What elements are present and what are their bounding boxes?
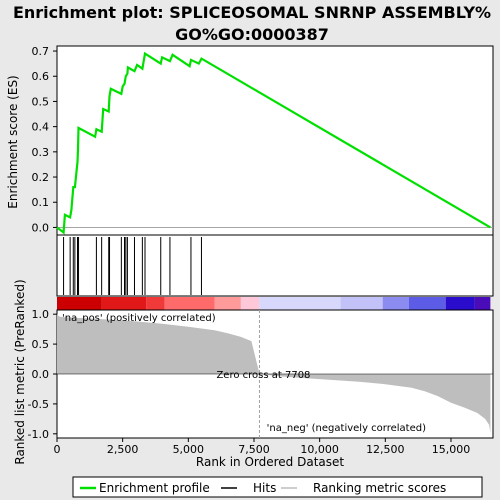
legend-hits-label: Hits <box>253 481 276 495</box>
x-tick-label: 2,500 <box>107 443 139 456</box>
legend-box <box>72 476 483 498</box>
hit-markers <box>63 237 202 295</box>
metric-y-label: Ranked list metric (PreRanked) <box>13 279 27 464</box>
zero-cross-label: Zero cross at 7708 <box>216 370 310 381</box>
colorbar-segment <box>240 297 260 310</box>
es-y-tick-label: 0.7 <box>32 45 50 58</box>
es-y-axis: 0.0 0.1 0.2 0.3 0.4 0.5 0.6 0.7 <box>32 45 57 234</box>
metric-y-tick-label: 0.5 <box>32 338 50 351</box>
positive-correlation-label: 'na_pos' (positively correlated) <box>62 313 216 324</box>
enrichment-profile-line <box>56 51 491 235</box>
x-tick-label: 12,500 <box>366 443 405 456</box>
colorbar-segment <box>101 297 147 310</box>
colorbar-segment <box>214 297 241 310</box>
metric-y-tick-label: -1.0 <box>28 428 49 441</box>
es-y-tick-label: 0.5 <box>32 95 50 108</box>
colorbar-segment <box>408 297 446 310</box>
x-axis-label: Rank in Ordered Dataset <box>196 455 344 469</box>
colorbar-segment <box>445 297 475 310</box>
chart-title-line1: Enrichment plot: SPLICEOSOMAL SNRNP ASSE… <box>13 3 491 22</box>
es-y-label: Enrichment score (ES) <box>6 75 20 208</box>
colorbar-segment <box>259 297 341 310</box>
x-tick-label: 10,000 <box>300 443 339 456</box>
x-tick-label: 7,500 <box>238 443 270 456</box>
metric-y-tick-label: -0.5 <box>28 398 49 411</box>
chart-title-line2: GO%GO:0000387 <box>175 25 329 44</box>
metric-y-axis: 1.0 0.5 0.0 -0.5 -1.0 <box>28 308 57 441</box>
es-y-tick-label: 0.2 <box>32 171 50 184</box>
metric-y-tick-label: 0.0 <box>32 368 50 381</box>
es-y-tick-label: 0.0 <box>32 221 50 234</box>
x-tick-label: 5,000 <box>173 443 205 456</box>
legend-metric-label: Ranking metric scores <box>313 481 446 495</box>
es-y-tick-label: 0.1 <box>32 196 50 209</box>
es-y-tick-label: 0.6 <box>32 70 50 83</box>
ranked-metric-area <box>57 314 491 433</box>
colorbar-segment <box>474 297 491 310</box>
hits-panel <box>56 234 494 297</box>
colorbar-segment <box>164 297 215 310</box>
colorbar-segment <box>146 297 165 310</box>
colorbar-segment <box>340 297 383 310</box>
colorbar-segment <box>57 297 102 310</box>
ranking-colorbar <box>57 297 491 310</box>
es-y-tick-label: 0.3 <box>32 146 50 159</box>
x-tick-label: 15,000 <box>432 443 471 456</box>
es-y-tick-label: 0.4 <box>32 121 50 134</box>
es-panel <box>56 45 494 236</box>
x-tick-label: 0 <box>54 443 61 456</box>
legend-enrichment-label: Enrichment profile <box>99 481 210 495</box>
metric-y-tick-label: 1.0 <box>32 308 50 321</box>
colorbar-segment <box>382 297 409 310</box>
negative-correlation-label: 'na_neg' (negatively correlated) <box>267 423 426 434</box>
rank-x-axis: 0 2,500 5,000 7,500 10,000 12,500 15,000 <box>54 438 471 456</box>
